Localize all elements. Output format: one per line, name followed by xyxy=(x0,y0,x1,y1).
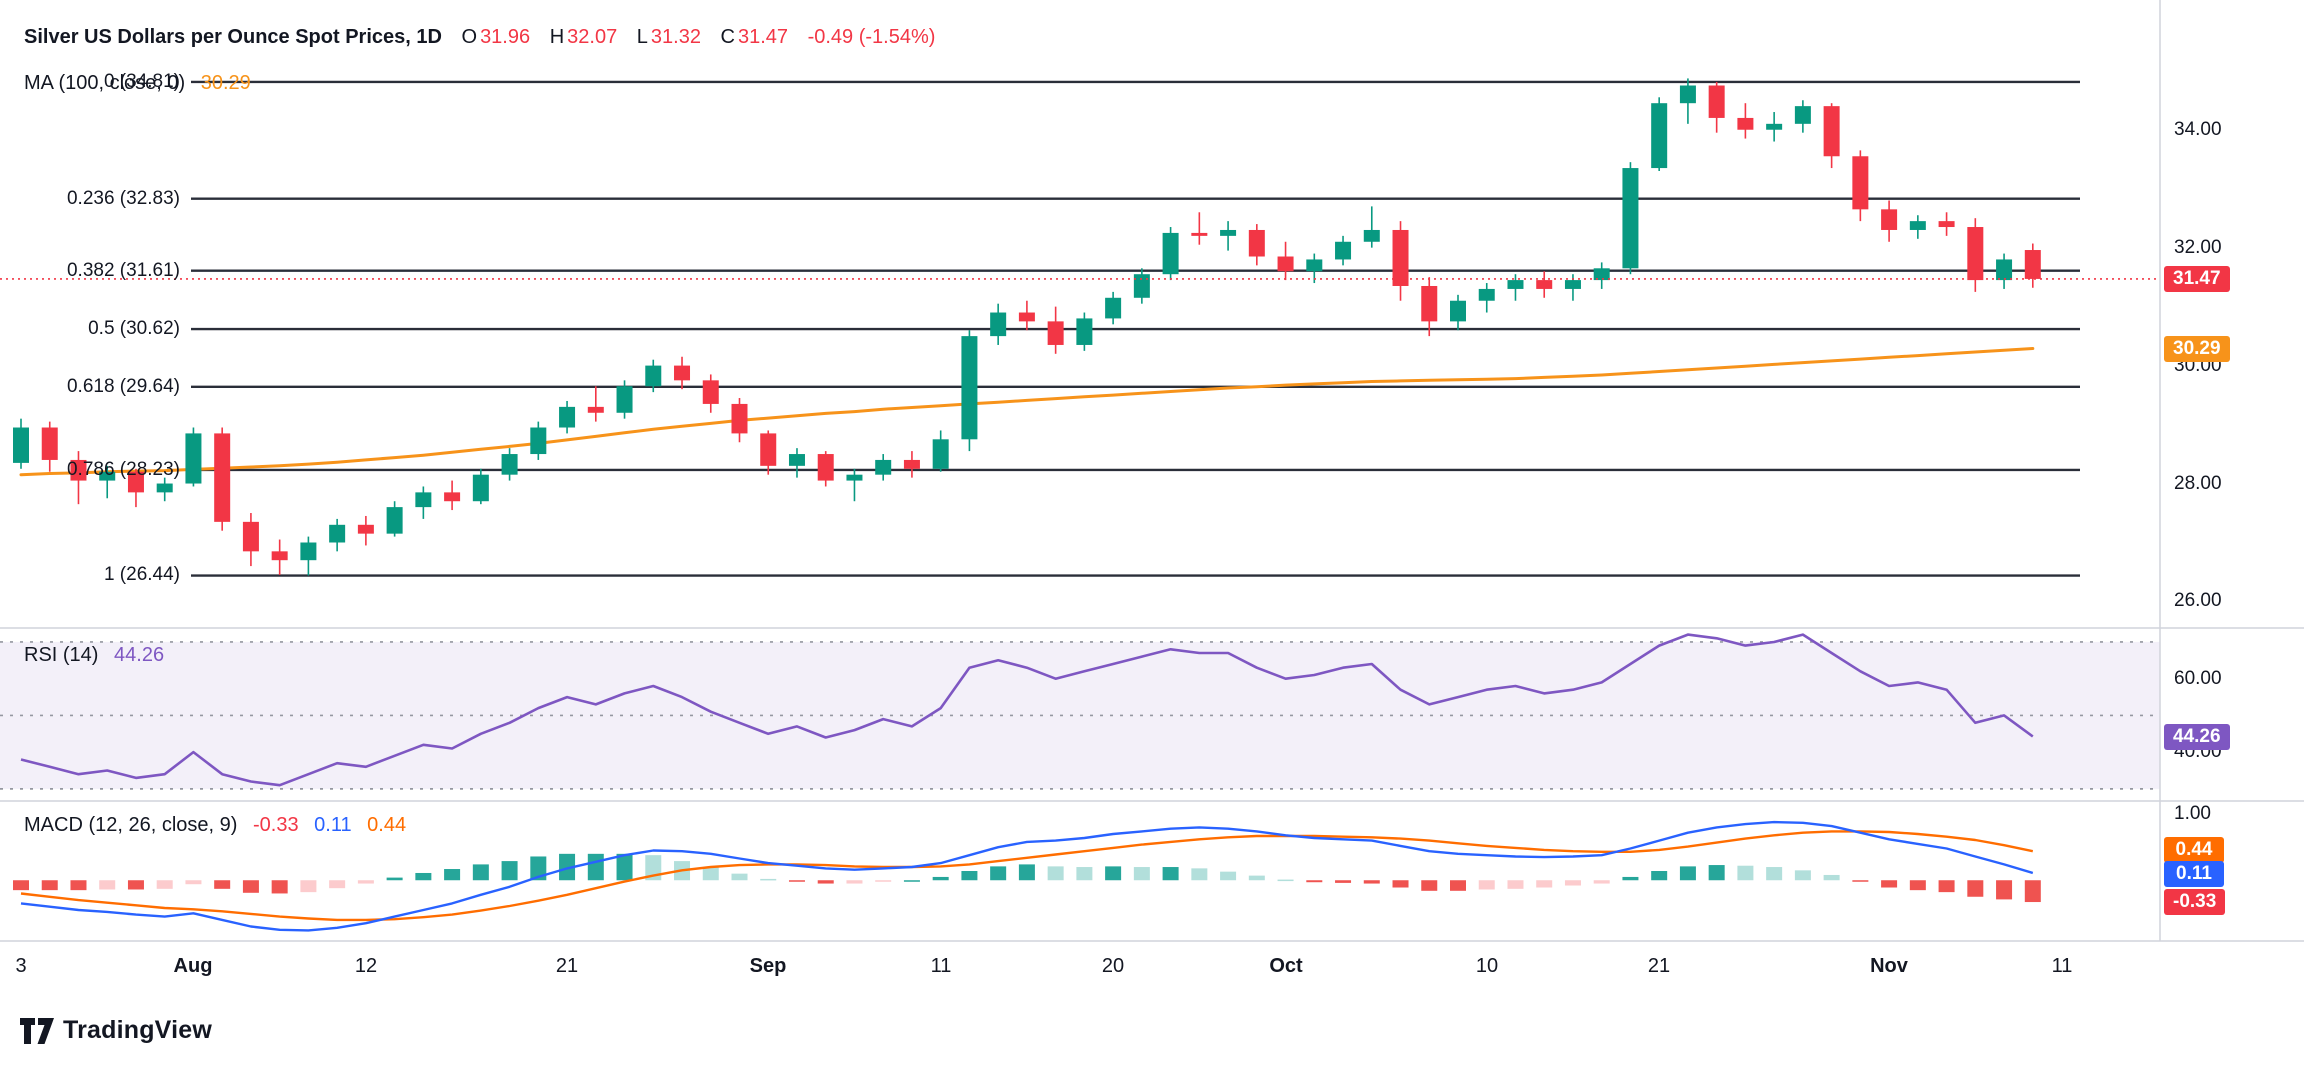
fib-label-0-382: 0.382 (31.61) xyxy=(66,260,180,281)
price-tick-32: 32.00 xyxy=(2174,237,2222,258)
low-value: 31.32 xyxy=(650,26,701,48)
price-tick-28: 28.00 xyxy=(2174,473,2222,494)
time-tick-12: 12 xyxy=(354,955,378,977)
fib-label-0: 0 (34.81) xyxy=(103,71,180,92)
tradingview-logo-text: TradingView xyxy=(63,1016,213,1044)
ma-label: MA (100, close, 0) xyxy=(24,72,186,94)
open-label: O xyxy=(461,26,478,48)
high-value: 32.07 xyxy=(567,26,618,48)
time-tick-21b: 21 xyxy=(1647,955,1671,977)
macd-legend-row[interactable]: MACD (12, 26, close, 9) -0.33 0.11 0.44 xyxy=(24,814,406,837)
rsi-value-badge: 44.26 xyxy=(2164,724,2230,750)
ma-value-badge: 30.29 xyxy=(2164,336,2230,362)
time-tick-3: 3 xyxy=(15,955,27,977)
macd-tick-1: 1.00 xyxy=(2174,803,2211,824)
fib-label-0-5: 0.5 (30.62) xyxy=(88,318,180,339)
open-value: 31.96 xyxy=(480,26,531,48)
macd-hist-badge: -0.33 xyxy=(2164,889,2226,915)
fib-label-0-618: 0.618 (29.64) xyxy=(66,376,180,397)
ma-value: 30.29 xyxy=(200,72,251,94)
macd-signal-value: 0.44 xyxy=(367,814,407,836)
ma-legend-row[interactable]: MA (100, close, 0) 30.29 xyxy=(24,72,251,95)
macd-line-badge: 0.11 xyxy=(2164,861,2224,887)
rsi-legend-row[interactable]: RSI (14) 44.26 xyxy=(24,644,164,667)
high-label: H xyxy=(549,26,565,48)
time-tick-oct: Oct xyxy=(1269,955,1303,977)
macd-hist-value: -0.33 xyxy=(252,814,299,836)
tradingview-logo[interactable]: TradingView xyxy=(20,1016,212,1045)
change-value: -0.49 (-1.54%) xyxy=(807,26,936,48)
symbol-title: Silver US Dollars per Ounce Spot Prices,… xyxy=(24,26,442,48)
time-tick-21: 21 xyxy=(555,955,579,977)
price-tick-34: 34.00 xyxy=(2174,119,2222,140)
symbol-legend-row[interactable]: Silver US Dollars per Ounce Spot Prices,… xyxy=(24,26,935,49)
time-scale[interactable]: 3 Aug 12 21 Sep 11 20 Oct 10 21 Nov 11 xyxy=(0,941,2304,997)
macd-signal-badge: 0.44 xyxy=(2164,837,2224,863)
rsi-value: 44.26 xyxy=(114,644,165,666)
fib-label-0-236: 0.236 (32.83) xyxy=(66,188,180,209)
rsi-label: RSI (14) xyxy=(24,644,99,666)
tradingview-icon xyxy=(20,1017,54,1044)
rsi-tick-60: 60.00 xyxy=(2174,668,2222,689)
close-label: C xyxy=(720,26,735,48)
price-tick-26: 26.00 xyxy=(2174,590,2222,611)
time-tick-aug: Aug xyxy=(173,955,213,977)
time-tick-10: 10 xyxy=(1475,955,1499,977)
time-tick-nov: Nov xyxy=(1870,955,1908,977)
fib-label-0-786: 0.786 (28.23) xyxy=(66,459,180,480)
time-tick-sep: Sep xyxy=(749,955,787,977)
macd-line-value: 0.11 xyxy=(314,814,352,836)
price-scale[interactable]: 34.00 32.00 30.00 28.00 26.00 60.00 40.0… xyxy=(2160,0,2304,941)
time-tick-20: 20 xyxy=(1101,955,1125,977)
fib-label-1: 1 (26.44) xyxy=(103,564,180,585)
low-label: L xyxy=(636,26,648,48)
macd-label: MACD (12, 26, close, 9) xyxy=(24,814,238,836)
time-tick-11: 11 xyxy=(930,955,952,977)
last-price-badge: 31.47 xyxy=(2164,266,2230,292)
close-value: 31.47 xyxy=(737,26,789,48)
time-tick-11b: 11 xyxy=(2051,955,2073,977)
